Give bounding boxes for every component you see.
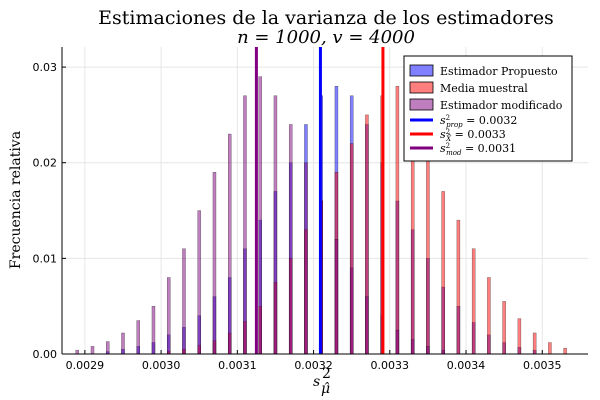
bar-series-1 [548,342,552,355]
bar-series-2 [227,133,232,355]
bar-series-2 [166,277,171,355]
bar-series-2 [106,341,110,355]
x-axis-label: s 2 μ̂ [313,366,331,397]
bar-series-2 [365,296,369,355]
bar-series-2 [136,320,140,355]
legend-label-vline-2: s2 mod = 0.0031 [440,142,516,157]
bar-series-1 [487,277,491,355]
bar-series-2 [90,346,95,355]
bar-series-2 [288,124,293,355]
bar-series-2 [243,95,247,355]
bar-series-2 [273,95,278,355]
bar-series-1 [441,191,445,355]
x-tick-label: 0.0029 [66,359,105,372]
legend-swatch-series-1 [409,81,434,94]
bar-series-2 [212,172,217,355]
tick-labels: 0.0029 0.0030 0.0031 0.0032 0.0033 0.0034 0.00… [33,61,562,372]
bar-series-1 [563,348,567,355]
bar-series-1 [502,301,506,355]
bar-series-2 [151,305,156,355]
x-tick-label: 0.0031 [218,359,257,372]
chart-subtitle: n = 1000, v = 4000 [237,27,415,48]
x-tick-label: 0.0033 [371,359,410,372]
bar-series-1 [456,219,461,355]
bar-series-2 [304,162,308,355]
bar-series-2 [75,349,79,355]
vertical-lines [254,47,385,354]
x-axis-label-main: s [313,374,320,390]
bar-series-2 [182,248,186,355]
y-tick-label: 0.01 [33,252,58,265]
bar-series-2 [410,339,415,355]
bar-series-2 [426,346,430,355]
bar-series-2 [441,349,445,355]
legend-swatch-series-0 [409,64,434,77]
axes [61,47,588,355]
x-axis-label-sup: 2 [322,366,331,382]
legend-label-series-0: Estimador Propuesto [440,65,558,78]
bar-series-1 [517,318,522,355]
bar-series-2 [197,210,201,355]
y-tick-label: 0.02 [33,157,58,170]
legend-label-vline-0: s2 prop = 0.0032 [440,114,517,129]
bar-series-1 [532,332,537,355]
bar-series-2 [258,76,262,355]
legend: Estimador Propuesto Media muestral Estimad… [403,55,573,162]
bar-series-1 [395,86,400,355]
bar-series-2 [349,267,354,355]
bar-series-1 [471,248,476,355]
x-tick-label: 0.0032 [294,359,333,372]
bar-series-2 [121,332,125,355]
x-tick-label: 0.0030 [142,359,181,372]
legend-label-series-2: Estimador modificado [440,99,563,112]
y-tick-label: 0.00 [33,348,58,361]
chart-title: Estimaciones de la varianza de los estim… [98,7,554,29]
bar-series-2 [395,329,400,355]
bar-series-2 [334,239,339,355]
y-tick-label: 0.03 [33,61,58,74]
bar-series-1 [426,152,430,355]
x-tick-label: 0.0035 [523,359,562,372]
x-tick-label: 0.0034 [447,359,486,372]
y-axis-label: Frecuencia relativa [8,131,24,269]
legend-label-vline-1: s2 X̄ = 0.0033 [440,128,506,143]
x-axis-label-sub: μ̂ [321,381,330,397]
legend-label-series-1: Media muestral [440,82,528,95]
legend-swatch-series-2 [409,98,434,111]
